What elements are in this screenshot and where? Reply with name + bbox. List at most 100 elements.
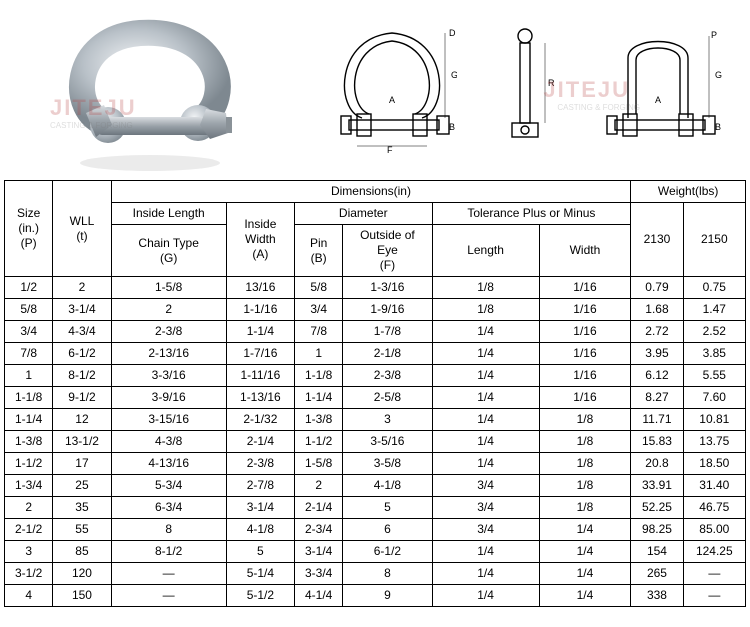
table-cell: 2-1/32 [226, 409, 294, 431]
table-cell: 2-1/4 [226, 431, 294, 453]
table-cell: 1/8 [539, 453, 631, 475]
table-cell: 3/4 [432, 475, 539, 497]
table-cell: 33.91 [631, 475, 683, 497]
table-cell: 7.60 [683, 387, 745, 409]
table-cell: 1.47 [683, 299, 745, 321]
product-photo-area: JITEJU CASTING & FORGING [10, 5, 290, 180]
svg-text:B: B [715, 122, 721, 132]
table-cell: 6-3/4 [111, 497, 226, 519]
table-cell: 1-1/4 [226, 321, 294, 343]
table-row: 2356-3/43-1/42-1/453/41/852.2546.75 [5, 497, 746, 519]
table-cell: 1-11/16 [226, 365, 294, 387]
table-cell: 4-3/8 [111, 431, 226, 453]
table-cell: 1-1/4 [295, 387, 343, 409]
table-row: 2-1/25584-1/82-3/463/41/498.2585.00 [5, 519, 746, 541]
table-cell: 2-3/8 [226, 453, 294, 475]
table-cell: 5/8 [295, 277, 343, 299]
table-cell: 1/4 [432, 585, 539, 607]
table-cell: 1/4 [432, 321, 539, 343]
table-cell: 25 [53, 475, 111, 497]
table-cell: 5 [226, 541, 294, 563]
table-cell: 8-1/2 [53, 365, 111, 387]
table-cell: 2 [295, 475, 343, 497]
table-cell: 1/4 [432, 541, 539, 563]
table-cell: 3-1/2 [5, 563, 53, 585]
table-cell: 1-1/2 [295, 431, 343, 453]
col-outside-eye: Outside ofEye(F) [343, 225, 432, 277]
table-cell: 3-15/16 [111, 409, 226, 431]
table-cell: 2 [5, 497, 53, 519]
table-cell: 6-1/2 [53, 343, 111, 365]
table-cell: 3 [343, 409, 432, 431]
table-row: 3-1/2120—5-1/43-3/481/41/4265— [5, 563, 746, 585]
table-cell: 1/8 [539, 431, 631, 453]
top-section: JITEJU CASTING & FORGING D G A F B [0, 0, 750, 180]
table-cell: 1/4 [539, 585, 631, 607]
svg-text:G: G [715, 70, 722, 80]
table-cell: 1/8 [432, 277, 539, 299]
table-cell: 2-1/2 [5, 519, 53, 541]
table-row: 7/86-1/22-13/161-7/1612-1/81/41/163.953.… [5, 343, 746, 365]
table-cell: 3/4 [295, 299, 343, 321]
table-row: 1-1/4123-15/162-1/321-3/831/41/811.7110.… [5, 409, 746, 431]
table-cell: 0.75 [683, 277, 745, 299]
table-cell: 5-1/2 [226, 585, 294, 607]
table-cell: 35 [53, 497, 111, 519]
table-cell: 1-5/8 [111, 277, 226, 299]
table-cell: 13/16 [226, 277, 294, 299]
table-cell: 2-3/8 [343, 365, 432, 387]
table-cell: 10.81 [683, 409, 745, 431]
table-cell: 1-1/16 [226, 299, 294, 321]
table-cell: 2-3/8 [111, 321, 226, 343]
table-cell: 2-1/4 [295, 497, 343, 519]
table-cell: 2-3/4 [295, 519, 343, 541]
table-cell: — [683, 563, 745, 585]
table-cell: 4-1/8 [226, 519, 294, 541]
table-cell: 1-1/4 [5, 409, 53, 431]
col-group-tolerance: Tolerance Plus or Minus [432, 203, 631, 225]
table-cell: 1/4 [432, 453, 539, 475]
table-cell: 1-3/8 [5, 431, 53, 453]
table-cell: 85 [53, 541, 111, 563]
table-cell: 8 [111, 519, 226, 541]
col-wll: WLL(t) [53, 181, 111, 277]
table-cell: 1-3/8 [295, 409, 343, 431]
col-pin: Pin(B) [295, 225, 343, 277]
table-cell: 1/8 [539, 409, 631, 431]
table-cell: 1-13/16 [226, 387, 294, 409]
table-cell: 1-1/2 [5, 453, 53, 475]
col-group-inside-length: Inside Length [111, 203, 226, 225]
table-cell: 5-1/4 [226, 563, 294, 585]
table-cell: 2.52 [683, 321, 745, 343]
table-cell: 1/4 [539, 519, 631, 541]
table-cell: 124.25 [683, 541, 745, 563]
diagram-dee-shackle: P G A B [593, 18, 723, 168]
table-cell: 1/4 [539, 541, 631, 563]
table-cell: 1.68 [631, 299, 683, 321]
svg-text:P: P [711, 30, 717, 40]
table-row: 1/221-5/813/165/81-3/161/81/160.790.75 [5, 277, 746, 299]
table-cell: 1-1/8 [295, 365, 343, 387]
table-cell: 1-9/16 [343, 299, 432, 321]
table-cell: 1 [295, 343, 343, 365]
table-cell: 2-13/16 [111, 343, 226, 365]
spec-table: Size(in.)(P) WLL(t) Dimensions(in) Weigh… [4, 180, 746, 607]
table-row: 1-3/813-1/24-3/82-1/41-1/23-5/161/41/815… [5, 431, 746, 453]
table-cell: 13.75 [683, 431, 745, 453]
table-cell: 1/4 [539, 563, 631, 585]
table-row: 4150—5-1/24-1/491/41/4338— [5, 585, 746, 607]
table-cell: 5.55 [683, 365, 745, 387]
table-cell: 1-7/8 [343, 321, 432, 343]
table-cell: 2 [111, 299, 226, 321]
table-cell: 3 [5, 541, 53, 563]
col-2130: 2130 [631, 203, 683, 277]
col-size: Size(in.)(P) [5, 181, 53, 277]
table-cell: 85.00 [683, 519, 745, 541]
table-cell: 4-1/4 [295, 585, 343, 607]
table-cell: 15.83 [631, 431, 683, 453]
table-cell: 3-5/8 [343, 453, 432, 475]
table-cell: 9-1/2 [53, 387, 111, 409]
table-cell: 4-1/8 [343, 475, 432, 497]
table-cell: — [111, 563, 226, 585]
shackle-photo [50, 13, 250, 173]
